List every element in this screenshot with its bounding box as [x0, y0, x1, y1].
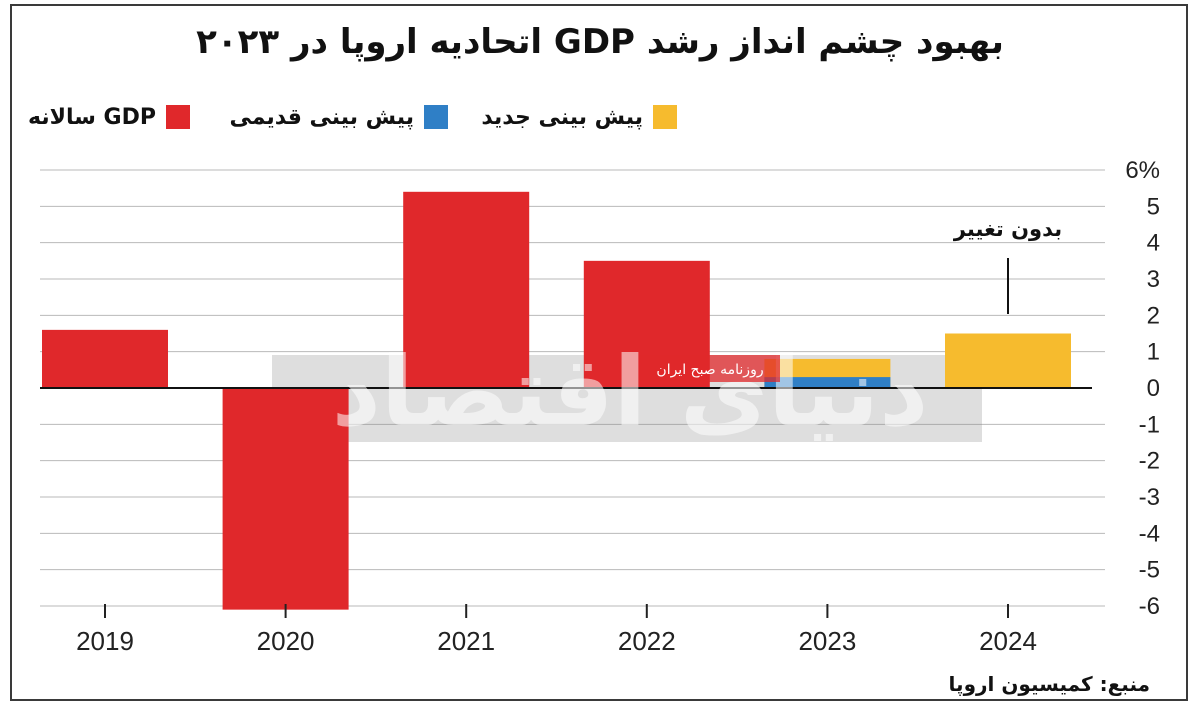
watermark-subtitle: روزنامه صبح ایران [656, 362, 763, 378]
y-tick-label: -5 [1139, 557, 1160, 584]
legend-item-new-forecast: پیش بینی جدید [481, 102, 677, 132]
legend-swatch-old-forecast [424, 105, 448, 129]
legend-swatch-new-forecast [653, 105, 677, 129]
bar [42, 329, 168, 388]
chart-title: بهبود چشم انداز رشد GDP اتحادیه اروپا در… [196, 22, 1004, 62]
y-tick-label: 6% [1125, 157, 1160, 184]
legend-label-old-forecast: پیش بینی قدیمی [229, 104, 414, 130]
x-tick-label: 2022 [618, 626, 676, 656]
chart-frame [10, 4, 1188, 701]
y-tick-label: -1 [1139, 411, 1160, 438]
x-tick-label: 2021 [437, 626, 495, 656]
legend-label-annual-gdp: GDP سالانه [28, 104, 156, 130]
source-note: منبع: کمیسیون اروپا [948, 672, 1150, 696]
annotation-label: بدون تغییر [953, 217, 1062, 241]
y-tick-label: -2 [1139, 448, 1160, 475]
y-tick-label: 3 [1147, 266, 1160, 293]
y-tick-label: -3 [1139, 484, 1160, 511]
watermark-logo-text: دنیای اقتصاد [332, 336, 929, 448]
y-tick-label: 4 [1147, 230, 1160, 257]
y-tick-label: 2 [1147, 302, 1160, 329]
y-tick-label: 0 [1147, 375, 1160, 402]
x-tick-label: 2019 [76, 626, 134, 656]
bar [222, 388, 349, 610]
bar [945, 333, 1071, 388]
x-tick-label: 2023 [798, 626, 856, 656]
watermark-tag [640, 355, 780, 382]
bar [403, 191, 530, 388]
y-tick-label: -6 [1139, 593, 1160, 620]
y-tick-label: 1 [1147, 339, 1160, 366]
x-tick-label: 2020 [257, 626, 315, 656]
legend-item-annual-gdp: GDP سالانه [28, 102, 190, 132]
y-tick-label: 5 [1147, 193, 1160, 220]
legend-item-old-forecast: پیش بینی قدیمی [229, 102, 448, 132]
legend-swatch-annual-gdp [166, 105, 190, 129]
x-tick-label: 2024 [979, 626, 1037, 656]
y-tick-label: -4 [1139, 520, 1160, 547]
bar [764, 377, 891, 388]
legend-label-new-forecast: پیش بینی جدید [481, 104, 643, 130]
